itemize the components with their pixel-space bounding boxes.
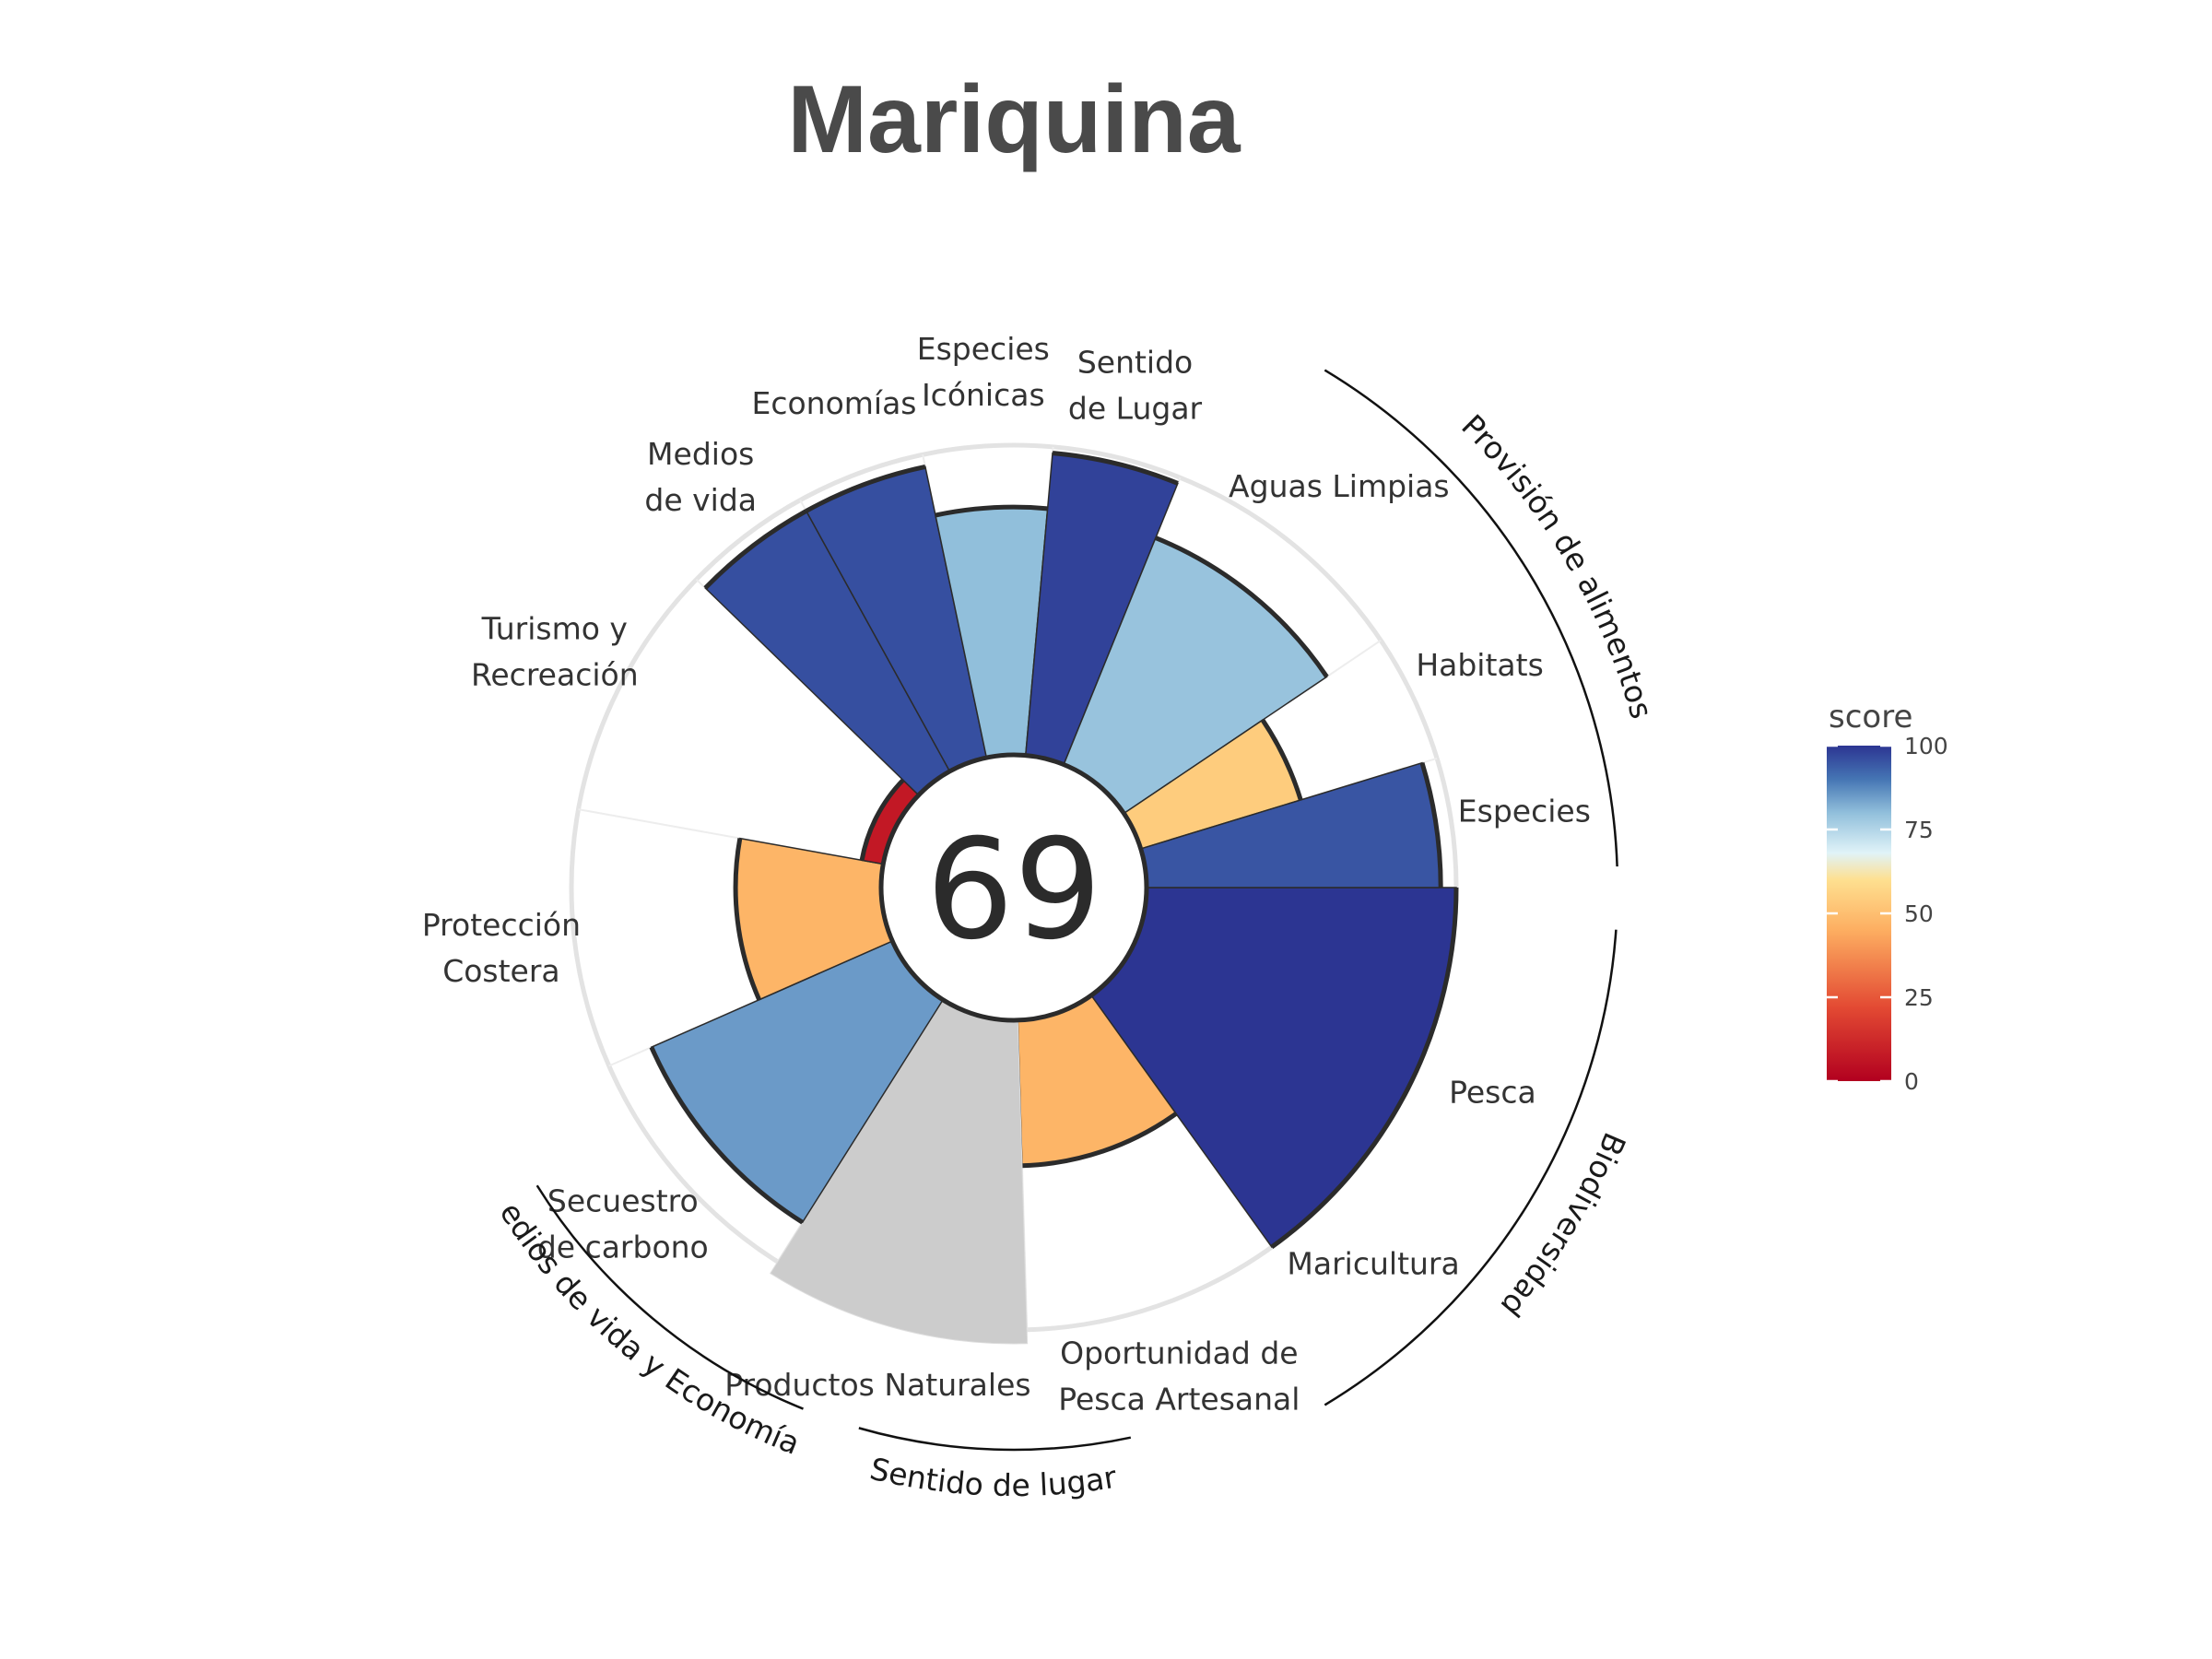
goal-label-line: Productos Naturales [724, 1367, 1030, 1403]
legend-tick-label: 0 [1904, 1068, 1919, 1095]
goal-label-line: Economías [751, 385, 916, 421]
goal-label-oportunidad-de-pesca-artesanal: Oportunidad de Pesca Artesanal [1058, 1335, 1300, 1418]
goal-label-line: Sentido [1077, 345, 1193, 381]
goal-labels: Pesca Maricultura Oportunidad de Pesca Arte… [422, 331, 1591, 1418]
bar-outline-sentido-de-lugar [1052, 451, 1179, 486]
bar-outline-aguas-limpias [1154, 535, 1329, 678]
group-arc-biodiversidad [1324, 929, 1618, 1406]
goal-label-economias: Economías [751, 385, 916, 421]
score-legend: score 0 25 50 75 100 [1827, 699, 1948, 1095]
goal-label-line: Habitats [1416, 647, 1543, 683]
goal-label-line: Aguas Limpias [1229, 468, 1450, 504]
bar-outline-turismo-y-recreacion [859, 778, 905, 861]
bar-pesca [1089, 887, 1457, 1249]
goal-label-line: Recreación [471, 656, 639, 692]
goal-label-line: Especies [917, 331, 1050, 367]
chart-title: Mariquina [787, 66, 1241, 173]
goal-label-line: Medios [647, 436, 754, 472]
goal-label-line: de carbono [537, 1230, 709, 1265]
bar-outline-medios-de-vida [703, 509, 807, 590]
goal-label-line: de Lugar [1068, 391, 1203, 427]
bar-outline-pesca [1270, 887, 1459, 1250]
goal-label-line: Pesca [1449, 1074, 1536, 1110]
goal-label-secuestro-de-carbono: Secuestro de carbono [537, 1183, 709, 1265]
goal-label-line: Turismo y [481, 610, 628, 646]
bar-outline-especies [1419, 761, 1443, 888]
group-arc-sentido-de-lugar [858, 1427, 1132, 1452]
goal-label-habitats: Habitats [1416, 647, 1543, 683]
goal-label-line: Protección [422, 907, 581, 943]
bar-outline-especies-iconicas [935, 504, 1048, 518]
goal-label-proteccion-costera: Protección Costera [422, 907, 581, 989]
legend-tick-label: 75 [1904, 817, 1934, 843]
bar-outline-secuestro-de-carbono [649, 1046, 805, 1225]
goal-label-turismo-y-recreacion: Turismo y Recreación [471, 610, 639, 692]
goal-label-especies: Especies [1458, 793, 1591, 829]
legend-ticks: 0 25 50 75 100 [1827, 733, 1948, 1095]
goal-label-productos-naturales: Productos Naturales [724, 1367, 1030, 1403]
goal-label-sentido-de-lugar: Sentido de Lugar [1068, 345, 1203, 427]
legend-tick-label: 50 [1904, 900, 1934, 927]
center-circle [878, 752, 1149, 1023]
bar-outline-oportunidad-de-pesca-artesanal [1021, 1112, 1178, 1169]
bar-outline-habitats [1260, 718, 1303, 801]
goal-label-line: Costera [442, 953, 559, 989]
group-arc-medios-de-vida-y-economias [535, 1184, 804, 1410]
group-label-sentido-de-lugar: Sentido de lugar [866, 1451, 1119, 1503]
goal-label-line: Icónicas [922, 377, 1045, 413]
goal-label-especies-iconicas: Especies Icónicas [917, 331, 1050, 413]
bar-outline-economias [805, 464, 926, 513]
legend-tick-label: 25 [1904, 984, 1934, 1011]
goal-label-maricultura: Maricultura [1287, 1246, 1459, 1282]
goal-label-pesca: Pesca [1449, 1074, 1536, 1110]
goal-label-aguas-limpias: Aguas Limpias [1229, 468, 1450, 504]
goal-label-line: de vida [644, 482, 757, 518]
goal-label-line: Especies [1458, 793, 1591, 829]
bar-outline-proteccion-costera [733, 838, 761, 1001]
goal-label-line: Secuestro [547, 1183, 699, 1219]
legend-tick-label: 100 [1904, 733, 1948, 759]
goal-label-line: Oportunidad de [1060, 1335, 1298, 1371]
legend-title: score [1829, 699, 1912, 735]
goal-label-line: Maricultura [1287, 1246, 1459, 1282]
goal-label-medios-de-vida: Medios de vida [644, 436, 757, 518]
center-score: 69 [926, 810, 1102, 971]
goal-label-line: Pesca Artesanal [1058, 1382, 1300, 1418]
group-arc-provision-de-alimentos [1324, 369, 1618, 867]
group-label-text: Sentido de lugar [866, 1451, 1119, 1503]
